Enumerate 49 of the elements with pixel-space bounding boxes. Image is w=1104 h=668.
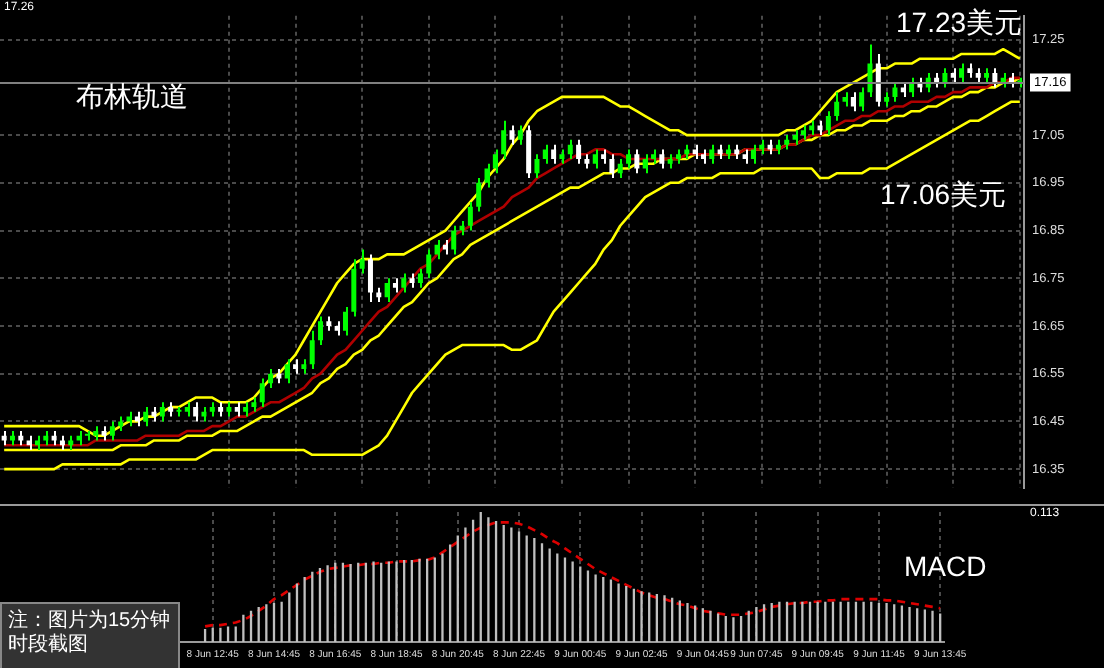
candlestick <box>417 267 423 289</box>
candlestick <box>959 62 965 84</box>
candlestick <box>709 143 715 165</box>
candlestick <box>617 157 623 180</box>
candlestick <box>592 148 598 170</box>
candlestick <box>626 148 632 170</box>
candlestick <box>109 420 115 442</box>
candlestick <box>850 91 856 113</box>
candlestick <box>942 67 948 89</box>
candlestick <box>526 124 532 180</box>
candlestick <box>551 143 557 165</box>
candlestick <box>892 81 898 103</box>
candlestick <box>542 143 548 165</box>
candlestick <box>825 110 831 137</box>
annotation: 布林轨道 <box>76 80 188 113</box>
candlestick <box>193 401 199 423</box>
candlestick <box>159 401 165 423</box>
candlestick <box>484 162 490 189</box>
candlestick <box>609 153 615 180</box>
candlestick <box>642 153 648 175</box>
candlestick <box>268 367 274 389</box>
candlestick <box>875 52 881 108</box>
candlestick <box>318 315 324 347</box>
candlestick <box>434 239 440 261</box>
candlestick <box>467 200 473 232</box>
candlestick <box>259 377 265 409</box>
candlestick <box>576 138 582 165</box>
annotation: MACD <box>904 550 987 583</box>
candlestick <box>834 91 840 122</box>
annotation: 17.06美元 <box>880 178 1007 211</box>
candlestick <box>284 358 290 385</box>
candlestick <box>384 277 390 304</box>
candlestick <box>992 67 998 89</box>
candlestick <box>517 124 523 146</box>
candlestick <box>367 253 373 304</box>
candlestick <box>426 248 432 280</box>
candlestick <box>534 153 540 180</box>
annotation: 17.23美元 <box>896 6 1023 39</box>
candlestick <box>476 177 482 213</box>
candlestick <box>634 148 640 175</box>
annotation: 注：图片为15分钟时段截图 <box>0 602 180 668</box>
candlestick <box>451 224 457 256</box>
candlestick <box>750 143 756 165</box>
candlestick <box>401 272 407 294</box>
candlestick <box>143 406 149 428</box>
candlestick <box>567 138 573 160</box>
candlestick <box>309 329 315 370</box>
candlestick <box>659 148 665 170</box>
candlestick <box>359 248 365 275</box>
